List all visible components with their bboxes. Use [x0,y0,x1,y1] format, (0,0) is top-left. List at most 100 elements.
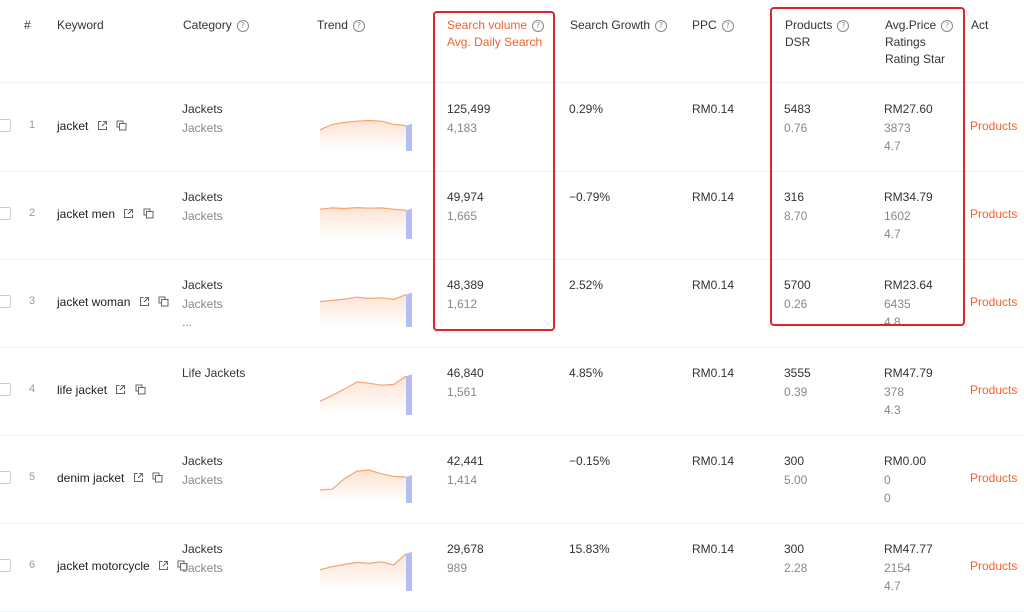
keyword-cell: jacket men [57,207,154,221]
header-ppc[interactable]: PPC? [692,17,734,34]
header-keyword[interactable]: Keyword [57,18,104,32]
row-index: 3 [29,295,36,307]
trend-area [320,120,406,151]
products-cell: 3555 0.39 [784,364,811,401]
table-row: 6 jacket motorcycle Jackets Jackets 29,6… [0,523,1024,612]
products-link[interactable]: Products [970,471,1018,485]
row-checkbox[interactable] [0,207,11,220]
products-value: 300 [784,542,805,556]
products-link[interactable]: Products [970,207,1018,221]
products-link[interactable]: Products [970,119,1018,133]
keyword-link[interactable]: jacket men [57,207,116,221]
help-circle-icon[interactable]: ? [721,20,734,32]
category-cell: Jackets Jackets ... [182,276,223,332]
rating-star-value: 4.7 [884,227,901,241]
ppc-value: RM0.14 [692,102,735,116]
header-ppc-label: PPC [692,18,717,32]
products-link[interactable]: Products [970,559,1018,573]
category-secondary: Jackets [182,208,223,223]
header-category[interactable]: Category? [183,17,249,34]
keyword-link[interactable]: jacket motorcycle [57,559,150,573]
header-category-label: Category [183,18,232,32]
copy-icon[interactable] [143,208,154,219]
search-volume-value: 48,389 [447,278,484,292]
avg-daily-value: 1,414 [447,472,478,487]
search-volume-cell: 46,840 1,561 [447,364,484,401]
price-cell: RM0.00 0 0 [884,452,926,508]
avg-daily-value: 989 [447,560,468,575]
keyword-link[interactable]: denim jacket [57,471,125,485]
help-circle-icon[interactable]: ? [941,20,954,32]
products-value: 5483 [784,102,811,116]
row-index: 4 [29,383,36,395]
header-search-growth[interactable]: Search Growth? [570,17,668,34]
trend-forecast-area [406,208,412,239]
products-link[interactable]: Products [970,383,1018,397]
products-value: 5700 [784,278,811,292]
external-link-icon[interactable] [115,384,126,395]
category-primary: Jackets [182,278,223,292]
avg-price-value: RM27.60 [884,102,933,116]
header-action: Act [971,18,989,32]
trend-line [320,119,407,131]
table-row: 5 denim jacket Jackets Jackets 42,441 1,… [0,435,1024,524]
trend-line [320,469,407,491]
external-link-icon[interactable] [123,208,134,219]
row-checkbox[interactable] [0,119,11,132]
external-link-icon[interactable] [97,120,108,131]
keyword-link[interactable]: jacket [57,119,89,133]
header-dsr-label: DSR [785,35,811,49]
dsr-value: 8.70 [784,208,808,223]
copy-icon[interactable] [177,560,188,571]
ppc-value: RM0.14 [692,278,735,292]
search-volume-value: 42,441 [447,454,484,468]
row-checkbox[interactable] [0,295,11,308]
category-primary: Jackets [182,542,223,556]
copy-icon[interactable] [158,296,169,307]
search-volume-value: 46,840 [447,366,484,380]
search-growth-value: 0.29% [569,102,604,116]
category-more[interactable]: ... [182,315,193,329]
products-cell: 300 2.28 [784,540,807,577]
keyword-link[interactable]: jacket woman [57,295,131,309]
copy-icon[interactable] [116,120,127,131]
products-value: 3555 [784,366,811,380]
row-checkbox[interactable] [0,559,11,572]
category-primary: Life Jackets [182,366,246,380]
help-circle-icon[interactable]: ? [236,20,249,32]
help-circle-icon[interactable]: ? [352,20,365,32]
rating-star-value: 0 [884,491,891,505]
copy-icon[interactable] [152,472,163,483]
price-cell: RM23.64 6435 4.8 [884,276,933,332]
header-search-volume[interactable]: Search volume? Avg. Daily Search [447,17,545,51]
keyword-cell: jacket woman [57,295,169,309]
trend-forecast-area [406,551,412,591]
help-circle-icon[interactable]: ? [655,20,668,32]
keyword-link[interactable]: life jacket [57,383,108,397]
products-link[interactable]: Products [970,295,1018,309]
external-link-icon[interactable] [133,472,144,483]
ratings-value: 2154 [884,560,911,575]
header-trend[interactable]: Trend? [317,17,365,34]
highlight-box-products-price [770,7,965,326]
ratings-value: 6435 [884,296,911,311]
external-link-icon[interactable] [158,560,169,571]
row-checkbox[interactable] [0,471,11,484]
header-products[interactable]: Products? DSR [785,17,850,51]
trend-line [320,375,407,402]
header-avg-price[interactable]: Avg.Price? Ratings Rating Star [885,17,954,68]
keyword-cell: jacket motorcycle [57,559,188,573]
help-circle-icon[interactable]: ? [837,20,850,32]
search-growth-value: 15.83% [569,542,610,556]
external-link-icon[interactable] [139,296,150,307]
copy-icon[interactable] [135,384,146,395]
help-circle-icon[interactable]: ? [532,20,545,32]
table-header: # Keyword Category? Trend? Search volume… [0,0,1024,83]
row-checkbox[interactable] [0,383,11,396]
dsr-value: 0.26 [784,296,808,311]
search-growth-value: 2.52% [569,278,604,292]
price-cell: RM34.79 1602 4.7 [884,188,933,244]
trend-area [320,294,406,327]
price-cell: RM47.79 378 4.3 [884,364,933,420]
avg-price-value: RM34.79 [884,190,933,204]
